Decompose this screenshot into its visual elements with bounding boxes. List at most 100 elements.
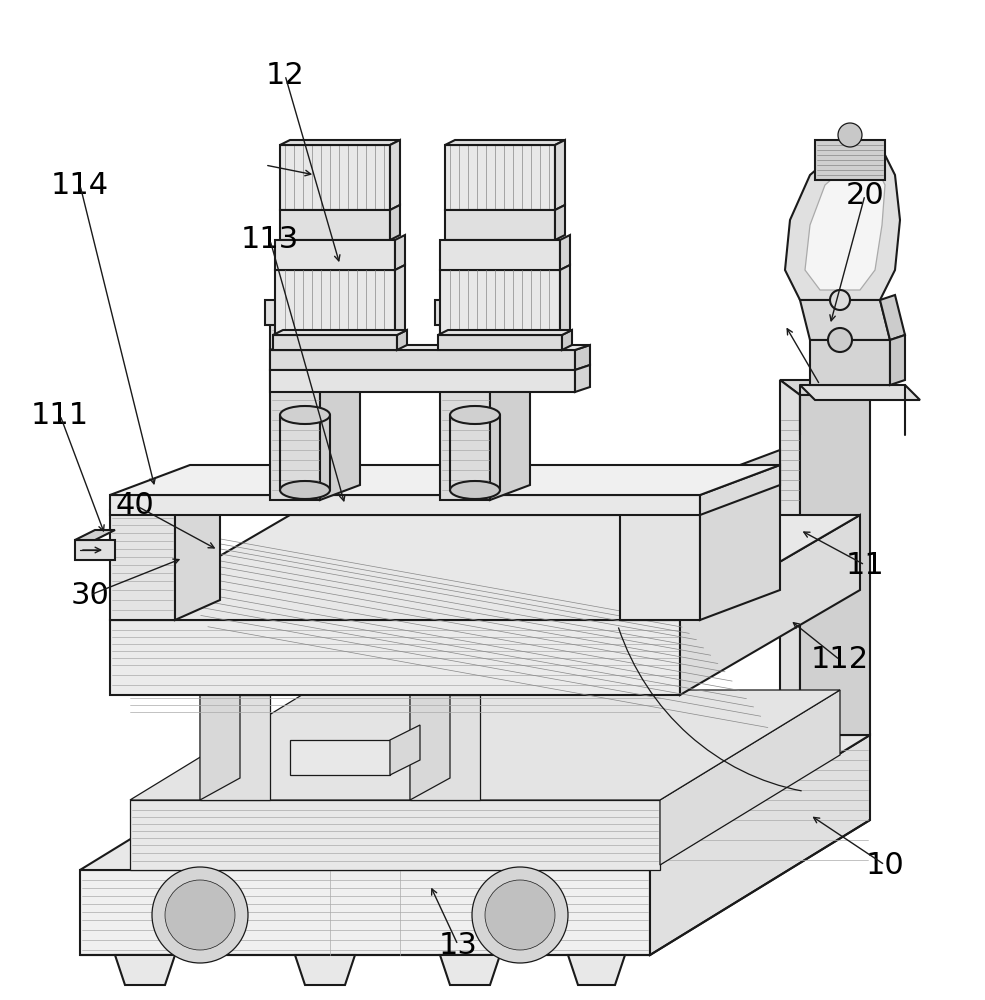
Polygon shape: [280, 145, 390, 210]
Text: 112: 112: [811, 646, 869, 674]
Polygon shape: [270, 350, 575, 370]
Polygon shape: [440, 955, 500, 985]
Polygon shape: [495, 285, 535, 325]
Polygon shape: [810, 340, 890, 385]
Circle shape: [152, 867, 248, 963]
Polygon shape: [620, 480, 700, 620]
Circle shape: [838, 123, 862, 147]
Polygon shape: [440, 305, 530, 320]
Text: 12: 12: [266, 60, 304, 90]
Polygon shape: [397, 330, 407, 350]
Polygon shape: [890, 335, 905, 385]
Polygon shape: [270, 370, 575, 392]
Polygon shape: [110, 465, 780, 495]
Polygon shape: [390, 725, 420, 775]
Polygon shape: [445, 140, 565, 145]
Polygon shape: [435, 300, 495, 325]
Polygon shape: [390, 205, 400, 240]
Text: 40: 40: [115, 490, 155, 520]
Polygon shape: [265, 300, 325, 325]
Polygon shape: [320, 305, 360, 500]
Polygon shape: [880, 295, 905, 340]
Polygon shape: [815, 140, 885, 180]
Polygon shape: [800, 395, 870, 735]
Ellipse shape: [280, 406, 330, 424]
Ellipse shape: [450, 406, 500, 424]
Polygon shape: [440, 240, 560, 270]
Polygon shape: [560, 265, 570, 335]
Polygon shape: [290, 740, 390, 775]
Polygon shape: [390, 140, 400, 210]
Polygon shape: [395, 265, 405, 335]
Polygon shape: [410, 695, 480, 800]
Polygon shape: [700, 450, 780, 620]
Polygon shape: [780, 380, 800, 750]
Polygon shape: [575, 345, 590, 370]
Text: 11: 11: [846, 550, 885, 580]
Polygon shape: [438, 335, 562, 350]
Polygon shape: [562, 330, 572, 350]
Polygon shape: [280, 140, 400, 145]
Circle shape: [472, 867, 568, 963]
Polygon shape: [800, 385, 920, 400]
Text: 30: 30: [71, 580, 109, 609]
Polygon shape: [130, 690, 840, 800]
Polygon shape: [555, 205, 565, 240]
Ellipse shape: [280, 481, 330, 499]
Polygon shape: [680, 515, 860, 695]
Polygon shape: [785, 145, 900, 300]
Text: 111: 111: [31, 400, 89, 430]
Polygon shape: [440, 320, 490, 500]
Polygon shape: [273, 335, 397, 350]
Polygon shape: [75, 540, 115, 560]
Text: 10: 10: [866, 850, 904, 880]
Polygon shape: [780, 380, 870, 395]
Polygon shape: [110, 495, 700, 515]
Circle shape: [830, 290, 850, 310]
Text: 114: 114: [51, 170, 109, 200]
Text: 113: 113: [241, 226, 299, 254]
Polygon shape: [110, 510, 175, 620]
Polygon shape: [270, 320, 320, 500]
Polygon shape: [555, 140, 565, 210]
Text: 13: 13: [438, 930, 478, 960]
Polygon shape: [440, 270, 560, 335]
Polygon shape: [395, 235, 405, 270]
Polygon shape: [273, 330, 407, 335]
Ellipse shape: [450, 481, 500, 499]
Circle shape: [828, 328, 852, 352]
Polygon shape: [280, 210, 390, 240]
Polygon shape: [110, 620, 680, 695]
Polygon shape: [270, 345, 590, 350]
Polygon shape: [295, 955, 355, 985]
Polygon shape: [80, 735, 870, 870]
Polygon shape: [438, 330, 572, 335]
Polygon shape: [75, 530, 115, 540]
Polygon shape: [275, 270, 395, 335]
Polygon shape: [80, 870, 650, 955]
Polygon shape: [175, 490, 220, 620]
Polygon shape: [445, 145, 555, 210]
Polygon shape: [805, 165, 885, 290]
Polygon shape: [660, 690, 840, 865]
Circle shape: [165, 880, 235, 950]
Polygon shape: [200, 695, 270, 800]
Polygon shape: [115, 955, 175, 985]
Text: 20: 20: [846, 180, 885, 210]
Polygon shape: [200, 673, 240, 800]
Polygon shape: [560, 235, 570, 270]
Polygon shape: [445, 210, 555, 240]
Polygon shape: [800, 300, 890, 340]
Polygon shape: [650, 735, 870, 955]
Polygon shape: [700, 465, 780, 515]
Polygon shape: [575, 365, 590, 392]
Polygon shape: [568, 955, 625, 985]
Polygon shape: [410, 673, 450, 800]
Polygon shape: [270, 305, 360, 320]
Polygon shape: [325, 285, 365, 325]
Polygon shape: [110, 515, 860, 620]
Polygon shape: [275, 240, 395, 270]
Polygon shape: [130, 800, 660, 870]
Polygon shape: [490, 305, 530, 500]
Circle shape: [485, 880, 555, 950]
